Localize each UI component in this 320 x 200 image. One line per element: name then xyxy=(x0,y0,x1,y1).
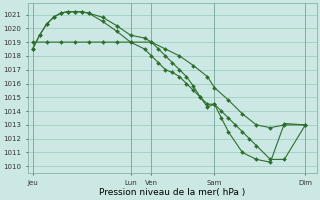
X-axis label: Pression niveau de la mer( hPa ): Pression niveau de la mer( hPa ) xyxy=(99,188,245,197)
